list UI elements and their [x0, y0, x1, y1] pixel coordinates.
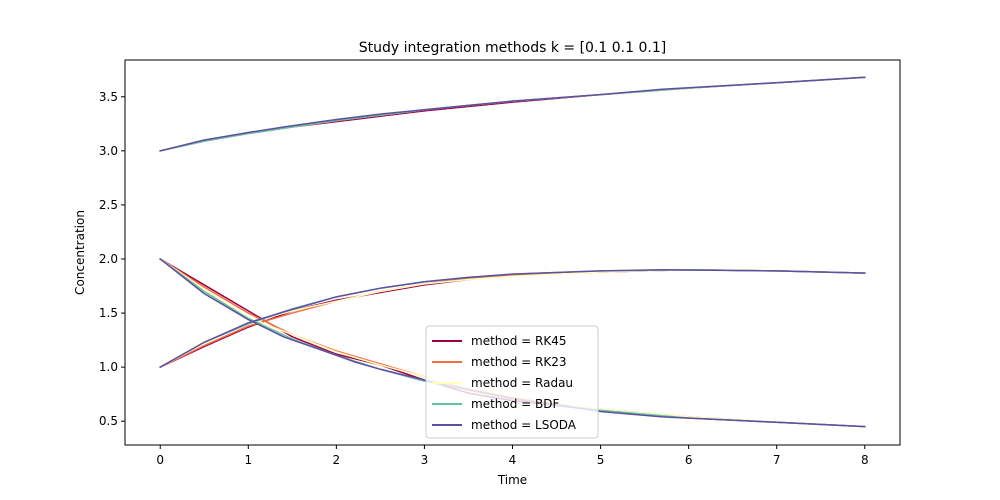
y-tick-label-5: 3.0: [99, 144, 118, 158]
x-tick-label-8: 8: [861, 453, 869, 467]
series-4-curve-1: [159, 257, 866, 428]
x-tick-label-0: 0: [156, 453, 164, 467]
x-tick-label-5: 5: [597, 453, 605, 467]
y-tick-label-3: 2.0: [99, 252, 118, 266]
series-layer: [159, 76, 866, 428]
y-tick-label-1: 1.0: [99, 360, 118, 374]
y-tick-label-4: 2.5: [99, 198, 118, 212]
y-tick-label-0: 0.5: [99, 414, 118, 428]
legend-box: [425, 325, 599, 439]
x-tick-label-3: 3: [421, 453, 429, 467]
legend-items: method = RK45 method = RK23 method = Radau…: [432, 334, 577, 432]
x-axis: 0 1 2 3 4 5 6 7 8: [156, 445, 869, 467]
x-tick-label-6: 6: [685, 453, 693, 467]
x-tick-label-4: 4: [509, 453, 517, 467]
y-axis: 0.5 1.0 1.5 2.0 2.5 3.0 3.5: [99, 90, 125, 428]
y-tick-label-2: 1.5: [99, 306, 118, 320]
legend-label-3: method = BDF: [471, 397, 559, 411]
y-tick-label-6: 3.5: [99, 90, 118, 104]
legend-label-2: method = Radau: [471, 376, 573, 390]
x-tick-label-7: 7: [773, 453, 781, 467]
x-tick-label-2: 2: [333, 453, 341, 467]
chart-title: Study integration methods k = [0.1 0.1 0…: [359, 40, 666, 56]
series-4-curve-2: [159, 269, 866, 369]
legend-label-4: method = LSODA: [471, 418, 577, 432]
legend-label-0: method = RK45: [471, 334, 567, 348]
legend-label-1: method = RK23: [471, 355, 567, 369]
series-4-curve-0: [159, 76, 866, 152]
y-axis-label: Concentration: [73, 210, 87, 295]
legend: method = RK45 method = RK23 method = Radau…: [425, 325, 599, 439]
series-2-curve-1: [159, 257, 866, 428]
x-axis-label: Time: [497, 473, 527, 487]
x-tick-label-1: 1: [244, 453, 252, 467]
